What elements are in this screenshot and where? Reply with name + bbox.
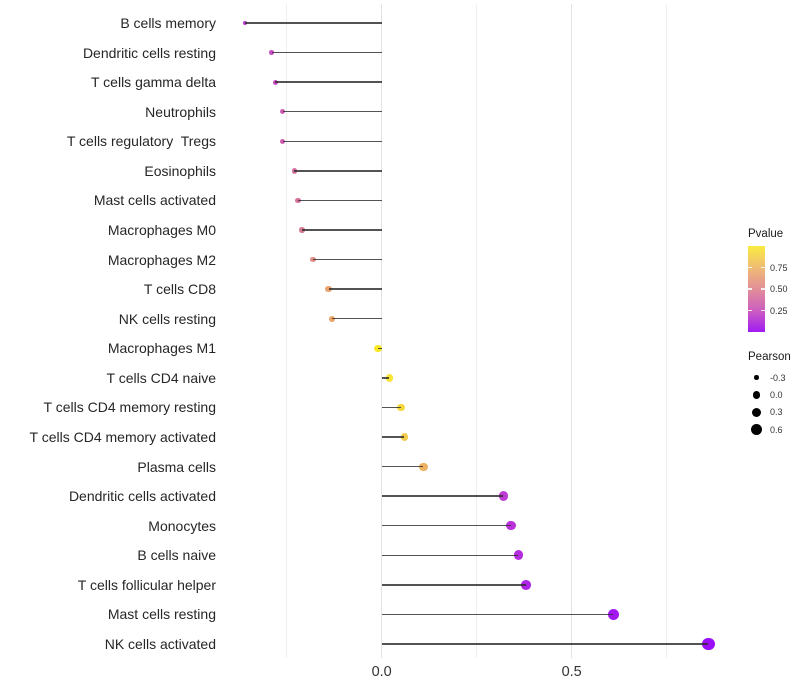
colorbar-tick-mark bbox=[761, 309, 765, 312]
category-label: Mast cells resting bbox=[107, 606, 216, 623]
lollipop-segment bbox=[381, 495, 504, 497]
lollipop-dot bbox=[521, 579, 531, 590]
x-tick-label: 0.0 bbox=[371, 664, 392, 680]
pearson-legend-label: 0.3 bbox=[770, 407, 783, 418]
lollipop-segment bbox=[271, 51, 382, 54]
colorbar-tick-label: 0.50 bbox=[770, 284, 788, 294]
category-label: T cells CD4 memory activated bbox=[29, 428, 216, 445]
category-label: B cells naive bbox=[137, 547, 216, 564]
lollipop-dot bbox=[396, 403, 405, 412]
pearson-legend-label: 0.0 bbox=[770, 389, 783, 400]
lollipop-segment bbox=[301, 229, 382, 231]
category-label: Eosinophils bbox=[144, 162, 216, 179]
lollipop-segment bbox=[381, 554, 519, 556]
lollipop-segment bbox=[381, 525, 511, 527]
category-label: T cells regulatory Tregs bbox=[66, 133, 216, 150]
lollipop-dot bbox=[243, 21, 247, 25]
colorbar-tick-label: 0.25 bbox=[770, 305, 788, 316]
pearson-legend-dot bbox=[752, 391, 761, 399]
category-label: Neutrophils bbox=[145, 103, 216, 120]
gridline-minor bbox=[666, 4, 668, 658]
colorbar-tick-mark bbox=[748, 288, 752, 290]
category-label: Macrophages M2 bbox=[107, 251, 216, 268]
lollipop-dot bbox=[295, 197, 301, 204]
gridline-minor bbox=[476, 4, 478, 658]
lollipop-dot bbox=[400, 433, 409, 441]
lollipop-dot bbox=[299, 227, 305, 233]
lollipop-segment bbox=[381, 377, 390, 379]
lollipop-segment bbox=[381, 406, 401, 409]
category-label: Plasma cells bbox=[137, 458, 216, 475]
colorbar-tick-label: 0.75 bbox=[770, 262, 788, 273]
lollipop-dot bbox=[608, 608, 619, 620]
lollipop-dot bbox=[325, 286, 332, 293]
colorbar-tick-mark bbox=[748, 309, 752, 312]
lollipop-dot bbox=[269, 50, 274, 55]
pearson-legend-dot bbox=[751, 407, 762, 417]
lollipop-segment bbox=[282, 111, 382, 113]
colorbar-tick-mark bbox=[748, 266, 752, 269]
category-label: T cells gamma delta bbox=[90, 74, 216, 91]
lollipop-dot bbox=[702, 637, 715, 651]
legend-pearson-title: Pearson bbox=[748, 351, 791, 363]
colorbar-tick-mark bbox=[761, 266, 765, 269]
lollipop-dot bbox=[291, 168, 297, 174]
lollipop-segment bbox=[377, 347, 382, 349]
lollipop-segment bbox=[328, 288, 382, 290]
pearson-legend-dot bbox=[751, 424, 762, 436]
category-label: B cells memory bbox=[120, 15, 216, 31]
x-tick-label: 0.5 bbox=[561, 664, 582, 680]
category-label: T cells follicular helper bbox=[77, 576, 216, 593]
category-label: T cells CD4 memory resting bbox=[43, 399, 216, 416]
pvalue-colorbar bbox=[748, 246, 765, 332]
category-label: T cells CD4 naive bbox=[106, 369, 216, 386]
category-label: NK cells activated bbox=[104, 635, 216, 652]
lollipop-segment bbox=[381, 643, 709, 645]
lollipop-segment bbox=[298, 199, 382, 202]
category-label: T cells CD8 bbox=[143, 281, 216, 298]
pearson-legend-label: 0.6 bbox=[770, 424, 783, 435]
legend-pvalue-title: Pvalue bbox=[748, 228, 784, 240]
lollipop-segment bbox=[294, 170, 382, 172]
category-label: Macrophages M0 bbox=[107, 221, 216, 238]
category-label: Dendritic cells resting bbox=[82, 44, 216, 61]
lollipop-dot bbox=[272, 79, 278, 85]
lollipop-dot bbox=[513, 550, 524, 561]
lollipop-dot bbox=[498, 491, 508, 501]
colorbar-tick-mark bbox=[761, 288, 765, 290]
pearson-legend-dot bbox=[754, 375, 759, 380]
lollipop-dot bbox=[329, 315, 336, 322]
category-label: Mast cells activated bbox=[93, 192, 216, 209]
lollipop-segment bbox=[381, 436, 405, 438]
category-label: Macrophages M1 bbox=[107, 340, 216, 357]
lollipop-dot bbox=[385, 374, 394, 382]
lollipop-segment bbox=[313, 258, 382, 261]
lollipop-segment bbox=[381, 584, 527, 586]
gridline-major bbox=[381, 4, 383, 658]
category-label: Monocytes bbox=[148, 517, 216, 534]
lollipop-segment bbox=[381, 465, 424, 468]
lollipop-segment bbox=[381, 613, 614, 616]
category-label: NK cells resting bbox=[118, 310, 216, 327]
pearson-legend-label: -0.3 bbox=[770, 372, 786, 383]
lollipop-dot bbox=[506, 520, 516, 531]
lollipop-dot bbox=[374, 344, 382, 352]
gridline-minor bbox=[286, 4, 288, 658]
lollipop-segment bbox=[332, 318, 382, 320]
lollipop-segment bbox=[282, 140, 382, 142]
gridline-major bbox=[571, 4, 573, 658]
category-label: Dendritic cells activated bbox=[68, 488, 216, 505]
lollipop-segment bbox=[244, 22, 382, 24]
lollipop-segment bbox=[275, 81, 382, 83]
lollipop-dot bbox=[419, 462, 428, 471]
